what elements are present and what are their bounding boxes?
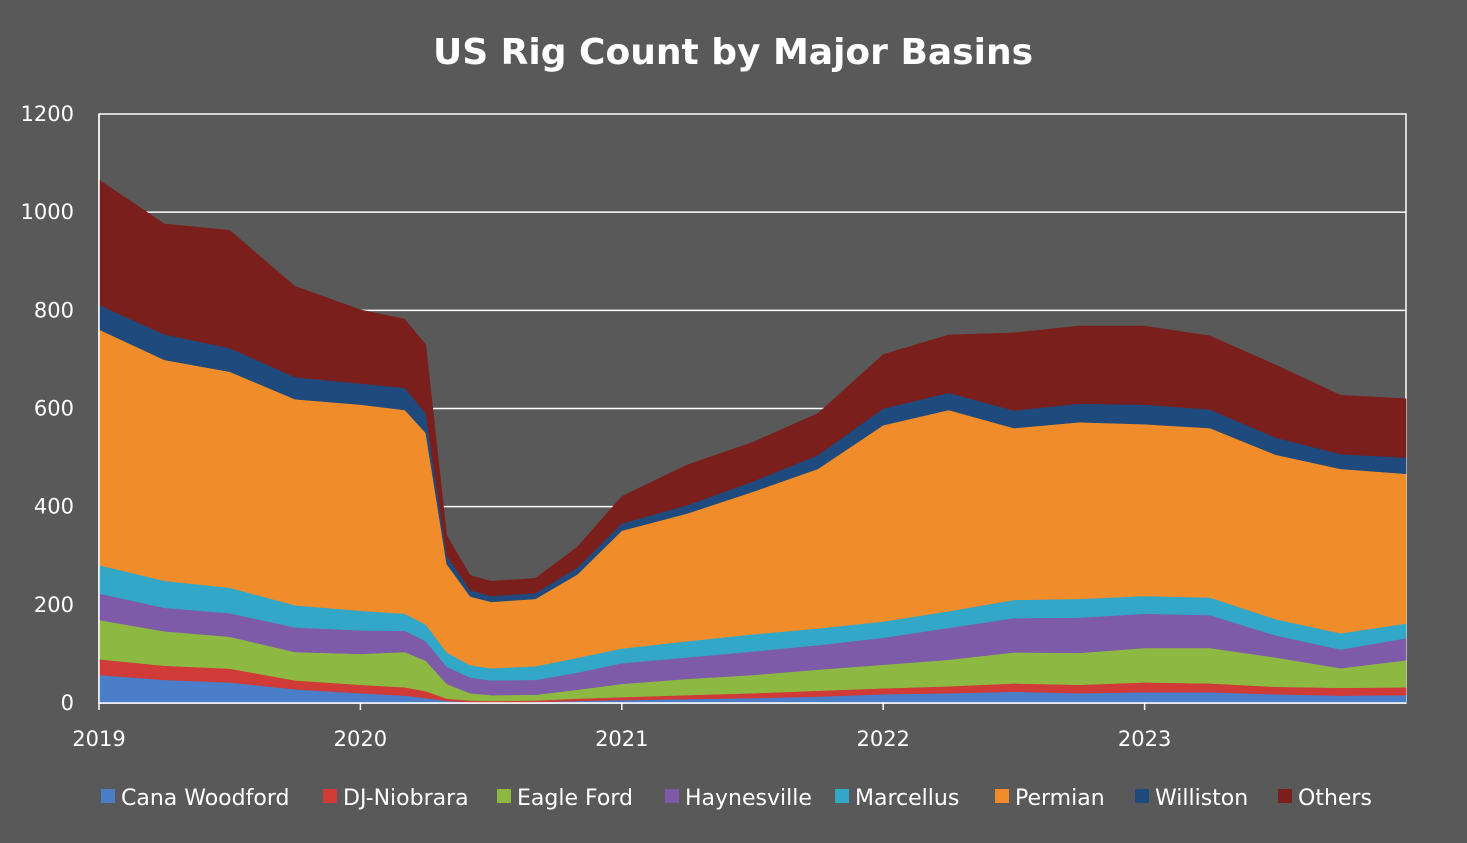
x-axis-ticks: 2019 2020 2021 2022 2023 — [72, 703, 1171, 751]
x-tick-label: 2021 — [595, 727, 648, 751]
x-tick-label: 2023 — [1118, 727, 1171, 751]
legend-label-eagle-ford: Eagle Ford — [517, 786, 633, 811]
y-tick-label: 400 — [34, 495, 74, 519]
legend-label-permian: Permian — [1015, 786, 1105, 811]
legend-label-haynesville: Haynesville — [685, 786, 812, 811]
legend-swatch-others — [1278, 789, 1292, 803]
legend-label-cana-woodford: Cana Woodford — [121, 786, 289, 811]
legend-label-dj-niobrara: DJ-Niobrara — [343, 786, 469, 811]
y-tick-label: 1200 — [21, 102, 74, 126]
legend-swatch-cana-woodford — [101, 789, 115, 803]
y-axis-ticks: 0 200 400 600 800 1000 1200 — [21, 102, 74, 715]
legend-swatch-williston — [1135, 789, 1149, 803]
x-tick-label: 2020 — [334, 727, 387, 751]
area-others — [98, 179, 1407, 597]
x-tick-label: 2019 — [72, 727, 125, 751]
legend-swatch-marcellus — [835, 789, 849, 803]
legend-swatch-dj-niobrara — [323, 789, 337, 803]
legend-label-others: Others — [1298, 786, 1372, 811]
legend-label-marcellus: Marcellus — [855, 786, 959, 811]
y-tick-label: 800 — [34, 298, 74, 322]
chart-title: US Rig Count by Major Basins — [433, 32, 1033, 73]
legend: Cana Woodford DJ-Niobrara Eagle Ford Haynes… — [101, 786, 1372, 811]
stacked-areas — [98, 179, 1407, 704]
x-tick-label: 2022 — [856, 727, 909, 751]
legend-swatch-permian — [995, 789, 1009, 803]
y-tick-label: 0 — [61, 691, 74, 715]
y-tick-label: 200 — [34, 593, 74, 617]
legend-swatch-haynesville — [665, 789, 679, 803]
y-tick-label: 1000 — [21, 200, 74, 224]
legend-swatch-eagle-ford — [497, 789, 511, 803]
y-tick-label: 600 — [34, 397, 74, 421]
legend-label-williston: Williston — [1155, 786, 1248, 811]
